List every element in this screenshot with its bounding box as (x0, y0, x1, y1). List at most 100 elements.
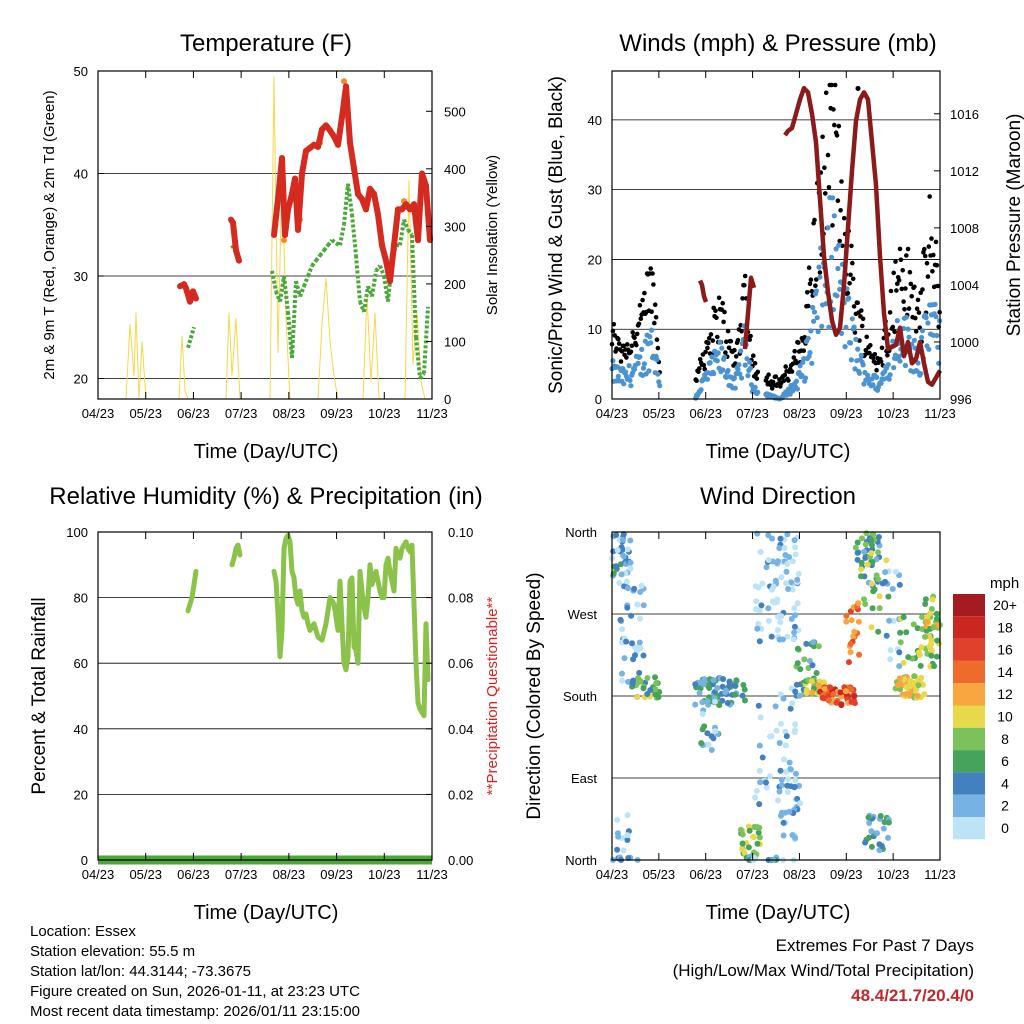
wind-point (890, 338, 896, 344)
wind-point (846, 295, 852, 301)
direction-point (806, 657, 813, 664)
info-latlon: Station lat/lon: 44.3144; -73.3675 (30, 963, 252, 980)
gust-point (909, 294, 914, 299)
direction-point (614, 846, 621, 853)
direction-point (819, 694, 826, 701)
wind-point (815, 329, 821, 335)
gust-point (914, 306, 920, 312)
direction-point (712, 728, 719, 735)
direction-point (754, 840, 761, 847)
x-tick-label: 10/23 (368, 406, 401, 421)
legend-swatch (953, 616, 985, 639)
direction-point (858, 573, 864, 580)
temp-2m-segment (387, 242, 397, 285)
direction-point (624, 604, 631, 611)
info-created: Figure created on Sun, 2026-01-11, at 23… (30, 983, 360, 1000)
wind-point (747, 359, 753, 365)
direction-point (613, 564, 620, 570)
wind-point (887, 372, 893, 378)
dewpoint-segment (270, 270, 278, 292)
direction-point (765, 557, 772, 563)
wind-point (842, 344, 848, 350)
gust-point (892, 329, 897, 335)
direction-point (617, 616, 624, 623)
x-tick-label: 07/23 (736, 406, 769, 421)
wind-point (725, 367, 731, 374)
gust-point (839, 179, 844, 184)
direction-point (897, 629, 904, 636)
direction-point (759, 754, 766, 761)
gust-point (903, 286, 908, 291)
gust-point (887, 310, 893, 315)
gust-point (651, 282, 656, 287)
wind-point (886, 376, 892, 382)
x-tick-label: 04/23 (596, 867, 629, 882)
wind-point (648, 340, 654, 346)
gust-point (912, 284, 917, 290)
temperature-ylabel: 2m & 9m T (Red, Orange) & 2m Td (Green) (41, 90, 58, 379)
direction-point (696, 690, 703, 696)
gust-point (618, 359, 624, 364)
direction-point (919, 614, 925, 620)
legend-swatch (953, 594, 985, 617)
temperature-y-tick-label: 30 (74, 269, 88, 284)
wind-point (657, 383, 663, 389)
direction-point (637, 615, 644, 622)
temp-2m-segment (375, 211, 385, 249)
direction-point (843, 618, 850, 625)
wind-point (919, 334, 925, 341)
gust-point (885, 353, 890, 358)
dewpoint-segment (306, 265, 314, 277)
direction-point (791, 537, 798, 544)
direction-point (848, 617, 855, 624)
direction-point (848, 698, 855, 705)
dewpoint-segment (298, 285, 306, 298)
wind-point (918, 371, 924, 377)
temperature-y-tick-label: 50 (74, 64, 88, 79)
wind-point (615, 373, 621, 379)
gust-point (927, 194, 932, 199)
wind-point (621, 381, 627, 387)
gust-point (851, 304, 857, 309)
gust-point (653, 315, 659, 320)
wind-point (926, 346, 932, 352)
gust-point (916, 310, 922, 315)
gust-point (725, 328, 731, 334)
wind-point (843, 324, 849, 330)
wind-point (855, 346, 861, 352)
direction-point (623, 638, 630, 645)
gust-point (640, 297, 645, 303)
pressure-y-tick-label: 1012 (950, 164, 979, 179)
wind-point (838, 330, 845, 336)
wind-point (902, 362, 909, 369)
wind-point (755, 389, 761, 395)
wind-point (836, 242, 842, 248)
wind-point (717, 339, 723, 345)
temp-2m-segment (415, 170, 425, 244)
direction-point (864, 561, 871, 568)
direction-point (624, 585, 631, 592)
wind-point (731, 375, 738, 381)
wind-point (906, 334, 912, 340)
direction-point (869, 542, 875, 548)
direction-point (782, 742, 789, 749)
direction-point (868, 843, 875, 850)
direction-point (870, 588, 877, 595)
direction-point (739, 840, 746, 847)
x-tick-label: 05/23 (129, 406, 162, 421)
dewpoint-segment (410, 234, 418, 338)
gust-point (755, 369, 761, 375)
direction-point (776, 740, 783, 746)
gust-point (706, 335, 712, 341)
direction-point (624, 812, 631, 819)
direction-point (934, 637, 941, 644)
gust-point (739, 328, 744, 334)
direction-point (786, 554, 793, 560)
direction-point (876, 593, 883, 600)
direction-point (825, 697, 832, 704)
direction-point (698, 740, 705, 747)
gust-point (823, 90, 829, 96)
gust-point (812, 217, 817, 223)
gust-point (806, 265, 812, 271)
